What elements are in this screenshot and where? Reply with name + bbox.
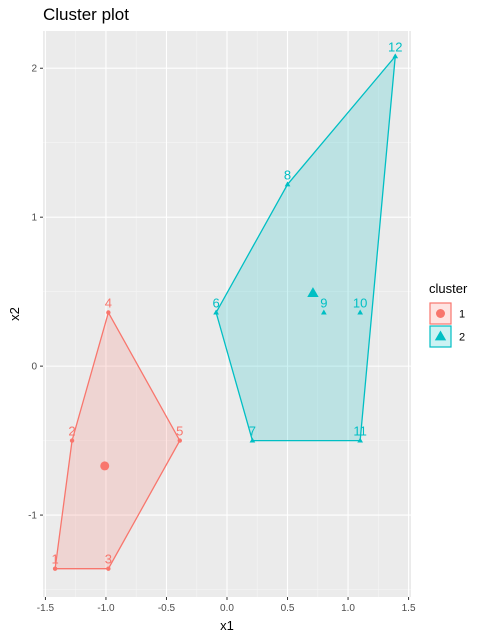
y-axis-ticks: -1 0 1 2 [28,64,43,522]
legend-label: 2 [459,332,465,344]
x-tick-label: -0.5 [158,603,176,614]
y-tick-label: 0 [31,362,37,373]
cluster-1-hull [54,310,181,570]
point-label: 9 [320,296,327,311]
point-label: 4 [105,296,112,311]
point-label: 2 [68,424,75,439]
cluster-1-centroid [100,461,110,471]
x-tick-label: 0.0 [220,603,234,614]
y-tick-label: 1 [31,213,37,224]
legend-title: cluster [429,281,468,296]
y-tick-label: 2 [31,64,37,75]
legend-key-1: 1 [429,302,465,325]
cluster-2-hull [215,54,397,442]
x-axis-ticks: -1.5 -1.0 -0.5 0.0 0.5 1.0 1.5 [37,597,416,614]
legend-marker [434,330,447,341]
x-tick-label: 1.5 [402,603,416,614]
point-label: 7 [249,424,256,439]
point-label: 8 [284,167,291,182]
y-axis-title: x2 [7,307,22,321]
point-label: 3 [105,552,112,567]
data-point [392,53,399,59]
data-point [249,437,256,443]
grid-major [43,31,411,597]
data-point [213,309,219,315]
data-point [69,438,75,443]
data-point [320,309,327,315]
data-point [357,437,364,443]
x-tick-label: 1.0 [341,603,355,614]
data-point [284,181,291,187]
point-label: 5 [176,424,183,439]
data-point [106,566,111,571]
point-label: 6 [212,296,219,311]
cluster-2-centroid [307,287,319,298]
x-axis-title: x1 [220,618,234,633]
data-point [177,438,182,443]
chart-title: Cluster plot [43,5,129,24]
point-label: 10 [353,296,367,311]
x-tick-label: -1.0 [97,603,115,614]
legend-keys: 12 [429,302,465,348]
point-label: 11 [353,424,367,439]
cluster-centroids [100,287,319,471]
data-point [106,310,111,315]
legend-key-2: 2 [429,325,465,348]
data-point [52,566,58,571]
point-label: 12 [388,39,402,54]
legend-label: 1 [459,309,465,321]
x-tick-label: -1.5 [37,603,55,614]
cluster-hulls [54,54,397,570]
legend: cluster 12 [429,281,468,348]
point-label: 1 [51,552,58,567]
data-point [357,309,364,315]
y-tick-label: -1 [28,511,37,522]
x-tick-label: 0.5 [281,603,295,614]
legend-marker [436,309,445,318]
data-points [52,53,399,571]
